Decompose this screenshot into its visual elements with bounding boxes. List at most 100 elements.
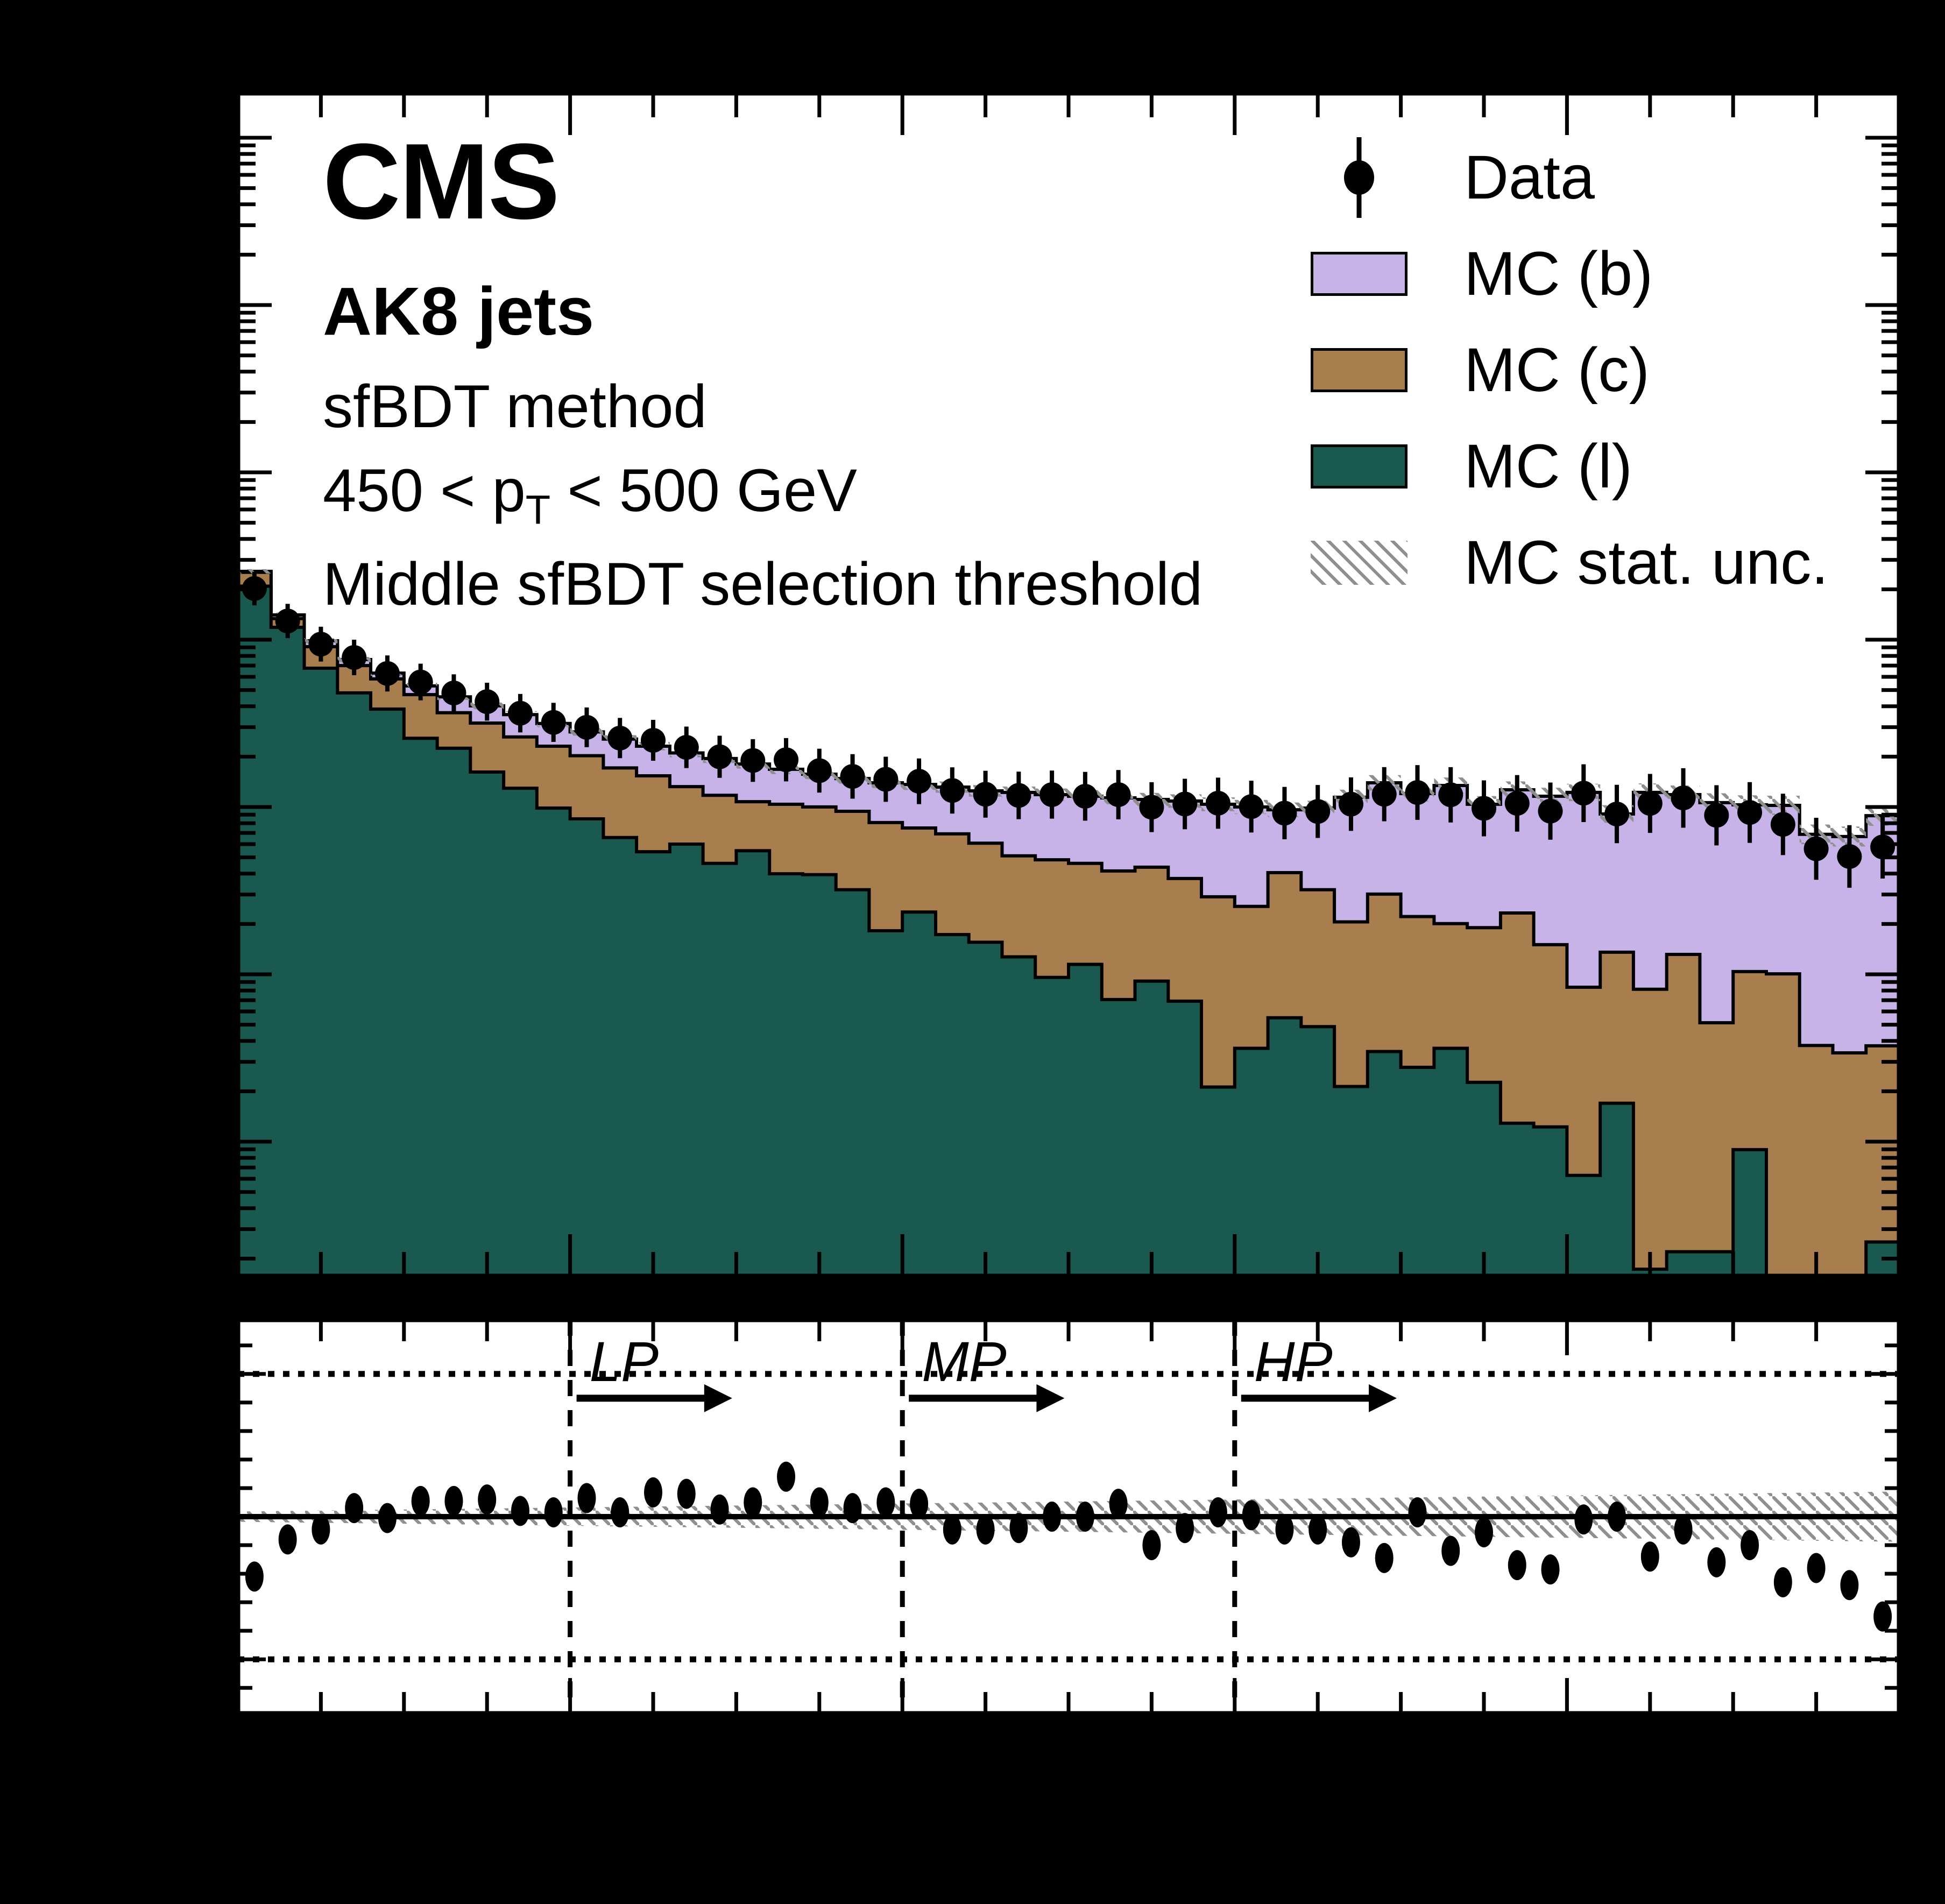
data-point: [1239, 794, 1264, 819]
data-point: [574, 714, 599, 740]
region-label-mp: MP: [922, 1330, 1007, 1393]
region-arrowhead-lp: [704, 1384, 732, 1412]
ratio-point: [1208, 1497, 1227, 1528]
data-point: [308, 632, 334, 657]
data-point: [641, 727, 666, 753]
data-point: [607, 725, 633, 751]
ratio-point: [710, 1494, 729, 1525]
ratio-point: [1773, 1567, 1792, 1597]
data-point: [1172, 791, 1198, 817]
ratio-point: [378, 1503, 397, 1533]
ratio-panel-frame: [235, 1317, 1902, 1716]
legend-label-data: Data: [1464, 143, 1595, 212]
ratio-point: [810, 1487, 829, 1518]
ratio-point: [1375, 1542, 1394, 1573]
pt-range-label: 450 < pT < 500 GeV: [323, 457, 857, 533]
ratio-point: [744, 1487, 762, 1518]
legend-swatch-mc-c: [1311, 348, 1408, 392]
legend-row-mc-b: MC (b): [1311, 225, 1828, 322]
data-point: [1803, 836, 1829, 861]
ratio-point: [1009, 1513, 1028, 1544]
ratio-point: [1707, 1547, 1726, 1577]
ratio-point: [245, 1561, 264, 1592]
ratio-point: [1541, 1554, 1560, 1585]
data-point: [840, 764, 865, 789]
ratio-point: [1873, 1601, 1892, 1632]
data-point: [740, 748, 766, 773]
ratio-point: [1574, 1504, 1593, 1535]
region-arrowhead-mp: [1036, 1384, 1065, 1412]
data-point: [1504, 791, 1530, 816]
data-point: [1837, 844, 1862, 869]
data-point: [1704, 803, 1729, 828]
legend: Data MC (b) MC (c) MC (l) MC stat. unc.: [1311, 129, 1828, 611]
data-points-main: [242, 571, 1896, 888]
data-point: [1770, 812, 1795, 837]
data-marker-icon: [1311, 137, 1408, 218]
ratio-point: [1109, 1489, 1128, 1519]
data-point: [342, 645, 367, 670]
ratio-point: [644, 1477, 662, 1507]
data-point: [408, 669, 433, 695]
ratio-point: [1475, 1517, 1493, 1548]
data-points-ratio: [245, 1461, 1892, 1632]
data-point: [475, 689, 500, 714]
ratio-point: [478, 1484, 497, 1515]
data-point: [1604, 802, 1630, 827]
data-point: [807, 758, 832, 783]
ratio-point: [1408, 1497, 1427, 1528]
data-point: [1571, 781, 1596, 806]
data-point: [1338, 791, 1363, 817]
data-point: [1272, 801, 1297, 826]
method-label: sfBDT method: [323, 373, 707, 440]
main-panel-frame: [235, 90, 1902, 1279]
ratio-point: [1840, 1570, 1859, 1601]
data-point: [907, 769, 932, 794]
axis-ticks: [238, 93, 1899, 1714]
data-point: [1205, 790, 1230, 816]
data-point: [1305, 799, 1331, 824]
ratio-point: [1043, 1502, 1062, 1532]
legend-row-mc-l: MC (l): [1311, 418, 1828, 514]
ratio-point: [843, 1493, 862, 1524]
legend-swatch-mc-l: [1311, 444, 1408, 489]
data-point: [1538, 798, 1563, 824]
ratio-point: [1741, 1530, 1759, 1561]
data-point: [441, 680, 466, 705]
data-point: [774, 747, 799, 773]
ratio-point: [544, 1497, 563, 1528]
selection-label: Middle sfBDT selection threshold: [323, 550, 1203, 618]
data-point: [507, 700, 533, 726]
ratio-point: [411, 1485, 430, 1516]
data-point: [1006, 783, 1031, 808]
data-point: [1139, 795, 1164, 820]
ratio-point: [444, 1485, 463, 1516]
data-point: [973, 782, 998, 807]
legend-label-mc-l: MC (l): [1464, 431, 1632, 501]
legend-label-stat: MC stat. unc.: [1464, 528, 1829, 597]
ratio-point: [1142, 1530, 1161, 1561]
data-point: [374, 661, 400, 686]
ratio-point: [1441, 1535, 1460, 1566]
data-point: [873, 767, 899, 792]
data-point: [1371, 782, 1397, 807]
data-point: [1072, 784, 1098, 809]
ratio-point: [1341, 1527, 1360, 1558]
data-point: [275, 608, 300, 634]
ratio-point: [1275, 1514, 1294, 1545]
ratio-point: [1309, 1514, 1327, 1545]
data-point: [674, 735, 699, 760]
ratio-point: [1807, 1553, 1826, 1583]
ratio-point: [511, 1496, 529, 1526]
data-point: [707, 744, 732, 769]
data-point: [1438, 782, 1463, 808]
data-point: [1472, 796, 1496, 821]
region-label-lp: LP: [590, 1330, 659, 1393]
ratio-point: [1076, 1502, 1094, 1532]
ratio-point: [677, 1478, 696, 1509]
legend-swatch-mc-b: [1311, 251, 1408, 296]
data-point: [1405, 780, 1430, 805]
ratio-point: [577, 1483, 596, 1513]
